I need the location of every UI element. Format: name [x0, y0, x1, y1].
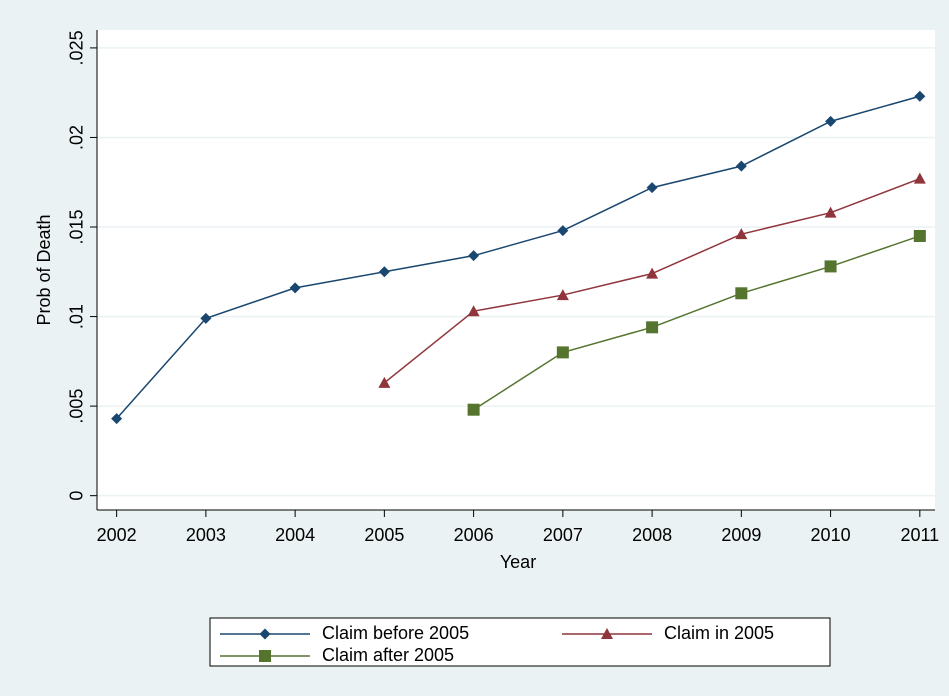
marker [200, 312, 212, 324]
series-line [116, 95, 921, 420]
y-tick-label: .01 [67, 304, 87, 329]
marker [259, 628, 271, 640]
legend-label: Claim after 2005 [322, 645, 454, 665]
x-tick-label: 2008 [632, 525, 672, 545]
marker [646, 182, 658, 194]
x-axis-title: Year [500, 552, 536, 572]
marker [556, 346, 569, 359]
marker [259, 650, 271, 662]
legend-label: Claim before 2005 [322, 623, 469, 643]
x-tick-label: 2004 [275, 525, 315, 545]
plot-area [97, 30, 935, 510]
y-tick-label: .015 [67, 209, 87, 244]
x-tick-label: 2002 [97, 525, 137, 545]
series-line [473, 235, 921, 411]
y-tick-label: .02 [67, 125, 87, 150]
marker [556, 289, 569, 301]
x-tick-label: 2007 [543, 525, 583, 545]
marker [914, 90, 926, 102]
marker [735, 228, 748, 240]
marker [601, 628, 613, 639]
legend-label: Claim in 2005 [664, 623, 774, 643]
y-tick-label: 0 [67, 491, 87, 501]
x-tick-label: 2011 [900, 525, 939, 545]
marker [467, 305, 480, 317]
y-axis-title: Prob of Death [34, 214, 54, 325]
y-tick-label: .005 [67, 389, 87, 424]
x-tick-label: 2009 [721, 525, 761, 545]
marker [913, 172, 926, 184]
marker [468, 250, 480, 262]
x-tick-label: 2010 [811, 525, 851, 545]
marker [646, 267, 659, 279]
marker [467, 403, 480, 416]
marker [913, 229, 926, 242]
marker [824, 206, 837, 218]
x-tick-label: 2005 [364, 525, 404, 545]
marker [557, 225, 569, 237]
marker [289, 282, 301, 294]
legend: Claim before 2005 Claim in 2005 Claim afte… [209, 617, 831, 667]
marker [825, 115, 837, 127]
marker [735, 287, 748, 300]
x-tick-label: 2006 [454, 525, 494, 545]
marker [111, 413, 123, 425]
marker [735, 160, 747, 172]
legend-box [209, 617, 831, 667]
marker [824, 260, 837, 273]
marker [378, 376, 391, 388]
marker [378, 266, 390, 278]
x-tick-label: 2003 [186, 525, 226, 545]
y-tick-label: .025 [67, 30, 87, 65]
marker [646, 321, 659, 334]
